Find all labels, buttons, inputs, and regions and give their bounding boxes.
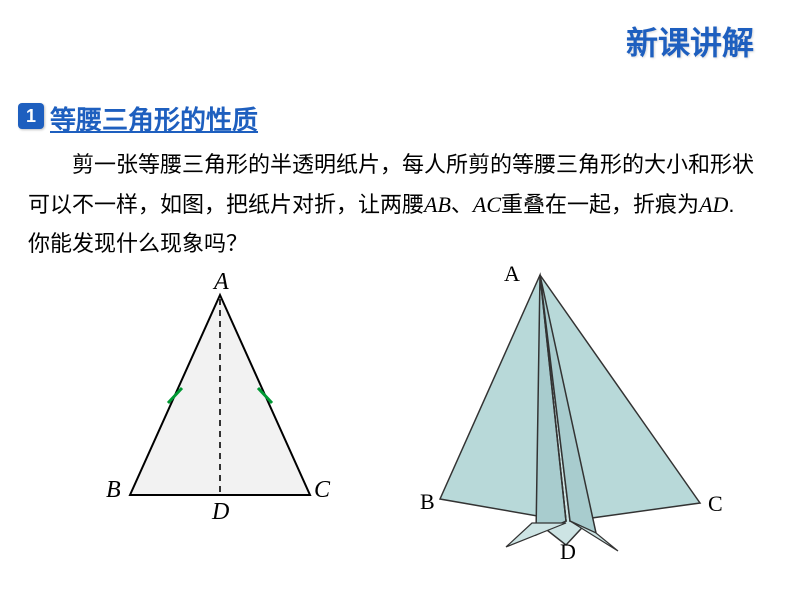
fold-label-a: A: [504, 261, 520, 287]
body-text-2: 重叠在一起，折痕为: [501, 192, 699, 217]
vertex-label-a: A: [214, 269, 229, 296]
section-title: 等腰三角形的性质: [50, 100, 258, 137]
label-ad: AD: [699, 192, 728, 217]
figure-isosceles-triangle: A B C D: [100, 275, 340, 555]
section-number-badge: 1: [18, 103, 44, 129]
fold-label-b: B: [420, 489, 435, 515]
vertex-label-d: D: [212, 499, 229, 526]
folded-svg: [420, 263, 740, 573]
label-ab: AB: [424, 192, 451, 217]
figure-folded-triangle: A B C D: [420, 263, 740, 573]
body-paragraph: 剪一张等腰三角形的半透明纸片，每人所剪的等腰三角形的大小和形状可以不一样，如图，…: [28, 145, 758, 264]
fold-label-d: D: [560, 539, 576, 565]
body-sep1: 、: [451, 192, 473, 217]
header-title: 新课讲解: [626, 18, 754, 64]
triangle-svg: [100, 275, 340, 535]
fold-label-c: C: [708, 491, 723, 517]
vertex-label-c: C: [314, 477, 330, 504]
label-ac: AC: [473, 192, 501, 217]
vertex-label-b: B: [106, 477, 121, 504]
